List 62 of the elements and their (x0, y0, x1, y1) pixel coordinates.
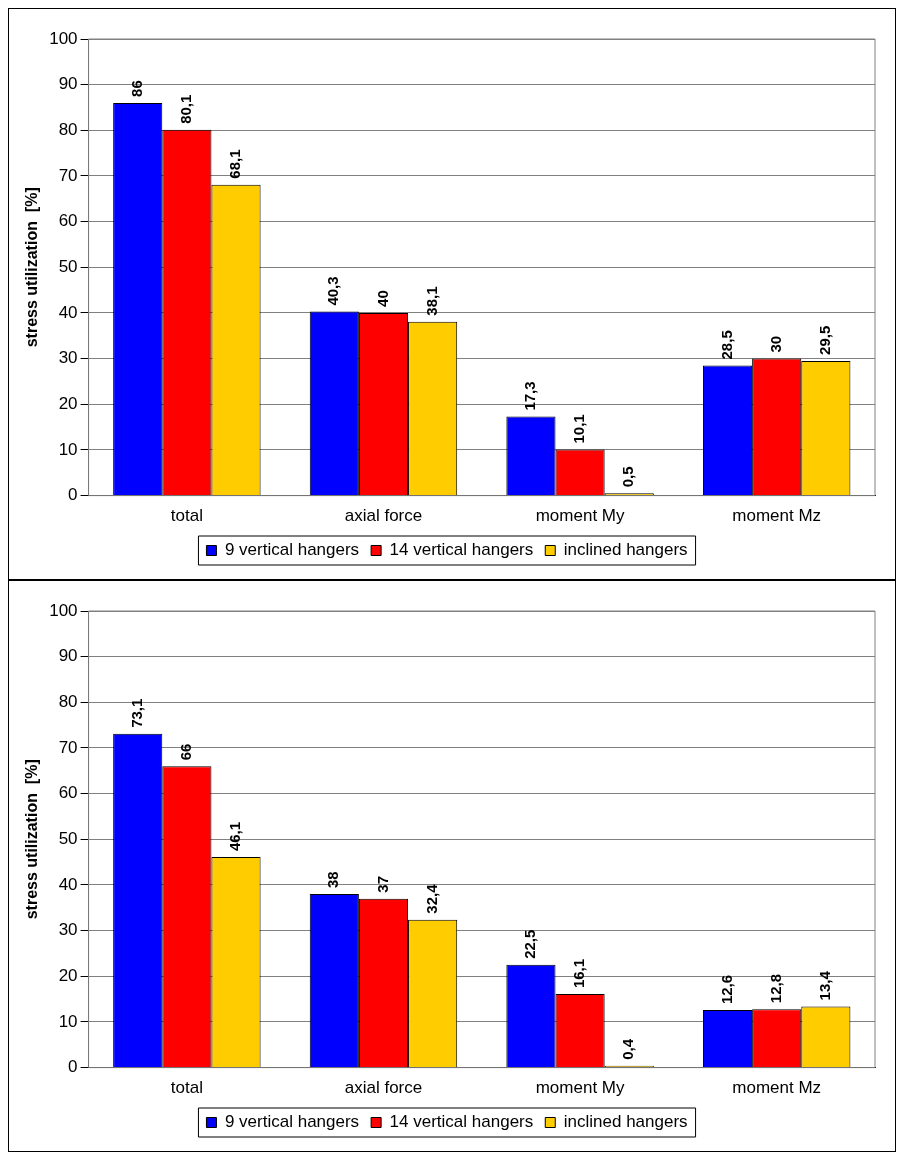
y-tick-label: 60 (58, 211, 78, 231)
y-tick-label: 30 (58, 348, 78, 368)
x-tick-label: total (170, 506, 203, 526)
legend-label: 9 vertical hangers (224, 540, 360, 560)
y-tick-label: 60 (58, 783, 78, 803)
y-axis-title: stress utilization [%] (23, 759, 41, 920)
y-tick-label: 100 (49, 28, 78, 48)
y-tick-label: 40 (58, 302, 78, 322)
data-label: 30 (766, 335, 784, 353)
x-tick-label: total (170, 1078, 203, 1098)
data-label: 46,1 (226, 821, 244, 852)
legend-label: 9 vertical hangers (224, 1112, 360, 1132)
data-label: 38,1 (422, 286, 440, 316)
data-label: 0,4 (619, 1038, 637, 1060)
data-label: 68,1 (226, 149, 244, 179)
data-label: 22,5 (521, 929, 539, 959)
data-label: 32,4 (422, 883, 440, 914)
data-label: 37 (373, 875, 391, 893)
y-axis-title: stress utilization [%] (23, 187, 41, 348)
legend-label: inclined hangers (563, 1112, 688, 1132)
x-tick-label: moment Mz (732, 1078, 822, 1098)
legend-label: inclined hangers (563, 540, 688, 560)
data-label: 73,1 (127, 698, 145, 728)
y-tick-label: 80 (58, 692, 78, 712)
y-tick-label: 70 (58, 165, 78, 185)
x-tick-label: moment My (535, 1078, 625, 1098)
data-label: 86 (127, 80, 145, 97)
data-label: 80,1 (177, 94, 195, 124)
x-tick-label: moment Mz (732, 506, 822, 526)
y-tick-label: 50 (58, 828, 78, 848)
x-tick-label: axial force (344, 506, 423, 526)
data-label: 66 (177, 743, 195, 761)
x-tick-label: axial force (344, 1078, 423, 1098)
y-tick-label: 40 (58, 874, 78, 894)
y-tick-label: 20 (58, 393, 78, 413)
y-tick-label: 10 (58, 439, 78, 459)
data-label: 16,1 (570, 958, 588, 989)
data-label: 12,6 (717, 974, 735, 1005)
y-tick-label: 70 (58, 737, 78, 757)
y-tick-label: 10 (58, 1011, 78, 1031)
y-tick-label: 90 (58, 74, 78, 94)
data-label: 38 (324, 871, 342, 889)
data-label: 29,5 (815, 325, 833, 355)
legend-label: 14 vertical hangers (389, 1112, 534, 1132)
y-tick-label: 90 (58, 646, 78, 666)
data-label: 10,1 (570, 414, 588, 444)
legend-label: 14 vertical hangers (389, 540, 534, 560)
y-tick-label: 0 (68, 485, 78, 505)
data-label: 28,5 (717, 330, 735, 360)
y-tick-label: 20 (58, 965, 78, 985)
data-label: 13,4 (815, 970, 833, 1001)
y-tick-label: 100 (49, 600, 78, 620)
data-label: 0,5 (619, 466, 637, 488)
data-label: 40 (373, 290, 391, 307)
y-tick-label: 50 (58, 256, 78, 276)
y-tick-label: 30 (58, 920, 78, 940)
data-label: 40,3 (324, 276, 342, 306)
y-tick-label: 80 (58, 120, 78, 140)
data-label: 17,3 (521, 381, 539, 411)
y-tick-label: 0 (68, 1057, 78, 1077)
data-label: 12,8 (766, 973, 784, 1004)
x-tick-label: moment My (535, 506, 625, 526)
